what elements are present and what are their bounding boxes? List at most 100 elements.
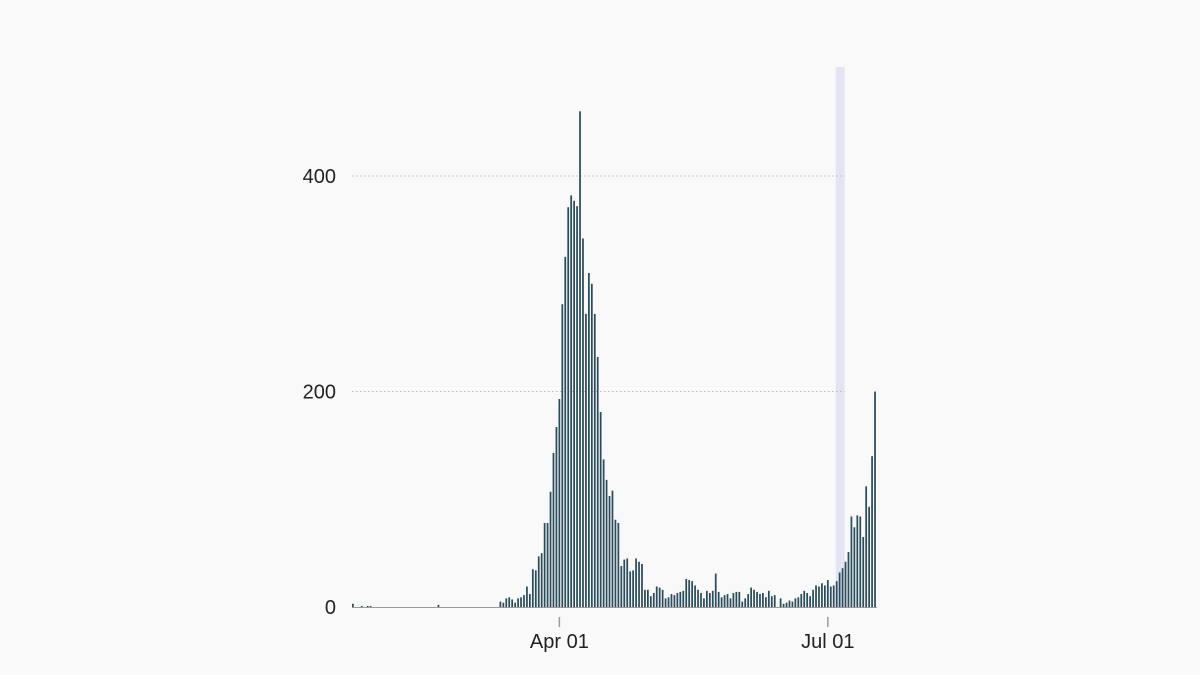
bar [670, 594, 673, 607]
bar [838, 572, 841, 607]
bar [765, 597, 767, 607]
bar [552, 452, 555, 607]
highlight-band [835, 67, 845, 607]
bar [352, 603, 354, 607]
bar [517, 598, 519, 607]
bar [835, 581, 838, 607]
bar [508, 597, 511, 607]
bar [732, 592, 735, 607]
bar [514, 602, 516, 607]
bar [558, 399, 561, 607]
bars [352, 111, 876, 608]
bar [599, 411, 602, 607]
bar [523, 595, 525, 607]
bar [667, 597, 670, 607]
bar [685, 578, 688, 607]
bar [531, 569, 534, 607]
bar [576, 206, 578, 608]
bar [520, 597, 522, 607]
bar [617, 522, 620, 607]
bar [635, 558, 637, 607]
bar [605, 479, 608, 607]
bar [596, 357, 599, 607]
bar [564, 256, 567, 607]
bar [608, 496, 611, 607]
bar [726, 594, 729, 607]
bar [546, 522, 549, 607]
bar [720, 597, 723, 607]
bar [369, 605, 372, 607]
bar [573, 200, 575, 607]
y-tick-label: 200 [303, 382, 336, 404]
bar [865, 486, 868, 607]
bar [868, 506, 870, 607]
bar [832, 585, 835, 607]
bar [661, 589, 664, 607]
bar [655, 586, 658, 607]
bar [841, 568, 844, 607]
bar [682, 590, 685, 607]
bar [708, 592, 711, 607]
bar [762, 592, 764, 607]
bar [844, 561, 847, 607]
bar [673, 595, 676, 607]
bar [679, 591, 682, 607]
bar [623, 559, 626, 607]
bar [567, 207, 570, 607]
bar [537, 556, 540, 607]
x-axis: Apr 01 Jul 01 [530, 617, 855, 653]
bar [850, 516, 853, 607]
bar [629, 571, 632, 607]
bar [579, 111, 581, 607]
bar [582, 238, 584, 607]
bar [611, 490, 614, 607]
bar [767, 590, 770, 607]
bar [694, 585, 696, 607]
bar [590, 283, 593, 607]
bar [585, 313, 587, 607]
bar [806, 592, 809, 607]
bar [738, 591, 741, 607]
gridlines [352, 175, 878, 608]
bar [785, 602, 788, 607]
bar [794, 598, 797, 607]
bar [717, 591, 720, 607]
bar [800, 594, 803, 607]
bar [526, 586, 528, 607]
bar [770, 596, 773, 607]
bar [735, 591, 738, 607]
bar [652, 592, 655, 607]
bar [549, 491, 552, 607]
bar [543, 522, 546, 607]
bar [570, 195, 573, 607]
bar [706, 590, 708, 607]
bar [658, 587, 661, 607]
bar [499, 601, 502, 607]
bar [664, 598, 667, 607]
y-axis: 0 200 400 [303, 166, 336, 619]
bar [853, 527, 856, 607]
bar [847, 552, 850, 607]
bar [723, 595, 726, 607]
x-tick-label: Apr 01 [530, 631, 589, 653]
bar [818, 586, 820, 607]
bar [703, 598, 705, 607]
bar [688, 580, 691, 607]
bar [638, 561, 640, 607]
bar [360, 605, 363, 607]
bar [756, 591, 758, 607]
bar [511, 599, 514, 607]
bar [824, 585, 826, 607]
bar [829, 586, 832, 607]
bar [859, 516, 862, 607]
bar [647, 589, 649, 607]
bar [593, 313, 596, 607]
bar [773, 595, 776, 607]
y-tick-label: 400 [303, 166, 336, 188]
bar [826, 580, 829, 607]
bar [862, 536, 865, 607]
bar [753, 589, 755, 607]
bar [856, 515, 859, 607]
bar [649, 596, 652, 607]
